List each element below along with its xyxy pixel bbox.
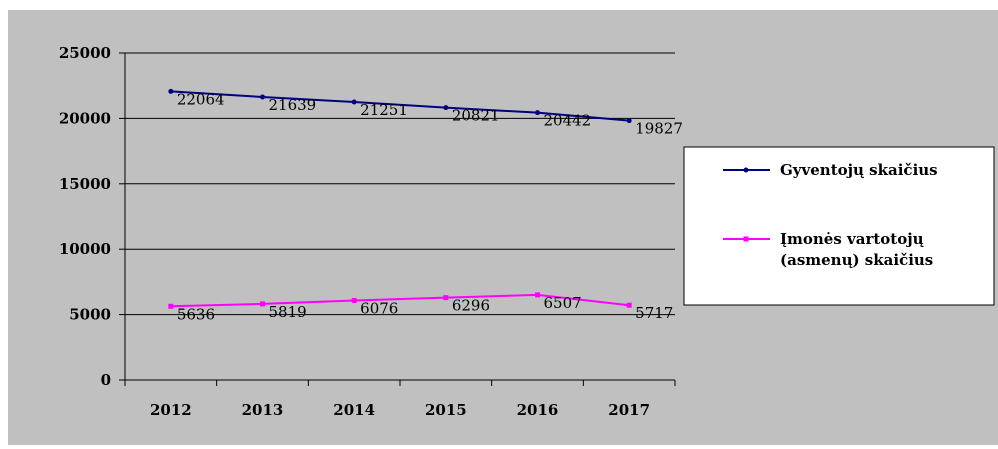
data-label: 6076 [360, 300, 398, 318]
legend-label-series-1: Gyventojų skaičius [780, 161, 938, 179]
x-tick-label: 2015 [425, 401, 467, 419]
data-label: 5717 [635, 304, 673, 322]
x-tick-label: 2013 [242, 401, 284, 419]
series-lines [168, 88, 632, 309]
x-tick-label: 2016 [517, 401, 559, 419]
data-label: 20821 [452, 107, 500, 125]
gridlines [125, 52, 675, 316]
data-label: 21251 [360, 101, 408, 119]
series-2-point [626, 302, 632, 308]
series-1-point [535, 110, 540, 116]
y-axis-tick-labels: 0 5000 10000 15000 20000 25000 [59, 44, 111, 389]
series-1-point [626, 118, 632, 124]
y-tick-label: 0 [101, 371, 111, 389]
y-tick-label: 15000 [59, 175, 111, 193]
series-2-point [351, 298, 357, 304]
y-tick-label: 10000 [59, 240, 111, 258]
legend-marker-series-1 [743, 167, 749, 173]
series-1-point [443, 105, 449, 111]
legend-marker-series-2 [743, 236, 749, 242]
legend-label-series-2-line-2: (asmenų) skaičius [780, 251, 933, 269]
data-label: 5636 [177, 305, 215, 323]
data-label: 6507 [544, 294, 582, 312]
axes [119, 52, 676, 386]
y-tick-label: 20000 [59, 109, 111, 127]
legend: Gyventojų skaičius Įmonės vartotojų (asm… [683, 146, 995, 306]
series-1-point [351, 99, 357, 105]
series-line-2 [170, 293, 630, 308]
series-1-point [260, 94, 265, 100]
legend-label-series-2-line-1: Įmonės vartotojų [780, 230, 924, 248]
plot-area [125, 53, 675, 380]
data-labels: 22064 21639 21251 20821 20442 19827 5636 5819 60… [177, 90, 683, 323]
data-label: 22064 [177, 90, 225, 108]
series-1-point [168, 88, 174, 94]
data-label: 6296 [452, 297, 490, 315]
series-2-point [168, 303, 174, 309]
y-tick-label: 25000 [59, 44, 111, 62]
legend-box [683, 146, 995, 306]
data-label: 21639 [269, 96, 317, 114]
series-2-point [443, 295, 449, 301]
data-label: 20442 [544, 112, 592, 130]
series-2-point [260, 301, 265, 307]
x-tick-label: 2012 [150, 401, 192, 419]
chart-area: 0 5000 10000 15000 20000 25000 2012 2013 2014 20… [8, 10, 998, 445]
series-2-point [535, 292, 540, 298]
data-label: 5819 [269, 303, 307, 321]
x-axis-tick-labels: 2012 2013 2014 2015 2016 2017 [150, 401, 650, 419]
data-label: 19827 [635, 120, 683, 138]
x-tick-label: 2014 [333, 401, 375, 419]
y-tick-label: 5000 [69, 306, 111, 324]
x-tick-label: 2017 [608, 401, 650, 419]
series-line-1 [170, 90, 630, 122]
